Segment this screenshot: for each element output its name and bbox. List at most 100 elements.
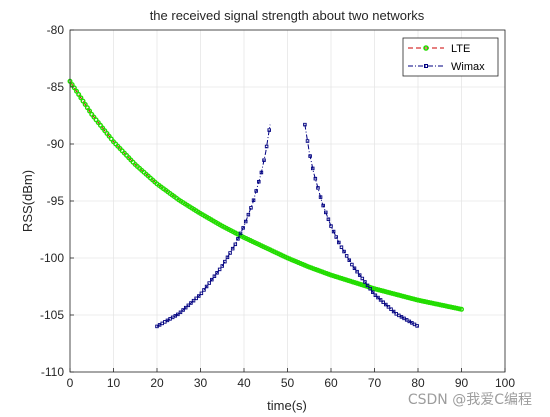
- series-point-wimax: [236, 237, 240, 241]
- series-point-wimax: [225, 255, 230, 260]
- series-point-lte: [456, 306, 462, 312]
- series-point-wimax: [355, 269, 359, 274]
- series-point-wimax: [310, 166, 315, 171]
- series-point-lte: [422, 299, 428, 305]
- x-tick-label: 0: [67, 376, 74, 390]
- series-point-wimax: [243, 219, 248, 224]
- series-point-lte: [78, 95, 84, 101]
- series-point-lte: [426, 299, 432, 305]
- series-point-wimax: [246, 212, 251, 217]
- series-point-wimax: [210, 277, 214, 282]
- x-tick-label: 70: [368, 376, 382, 390]
- series-point-wimax: [389, 307, 393, 311]
- x-tick-label: 20: [150, 376, 164, 390]
- series-point-wimax: [178, 310, 183, 315]
- series-point-wimax: [189, 301, 193, 305]
- series-point-wimax: [267, 128, 271, 132]
- series-point-lte: [71, 85, 77, 91]
- series-point-wimax: [378, 298, 383, 302]
- series-point-wimax: [262, 158, 266, 162]
- series-point-lte: [424, 299, 430, 305]
- series-point-wimax: [207, 281, 211, 285]
- series-point-wimax: [350, 262, 354, 267]
- series-point-lte: [76, 92, 82, 98]
- series-line-wimax: [304, 124, 419, 327]
- x-axis-ticks: 0 10 20 30 40 50 60 70 80 90 100: [67, 368, 515, 390]
- x-tick-label: 10: [107, 376, 121, 390]
- series-point-lte: [448, 304, 454, 310]
- series-point-wimax: [386, 305, 391, 309]
- series-point-wimax: [199, 291, 204, 296]
- y-tick-label: -90: [47, 137, 65, 151]
- series-point-wimax: [305, 139, 310, 143]
- series-point-wimax: [202, 288, 206, 292]
- series-point-wimax: [183, 305, 188, 310]
- series-point-wimax: [215, 271, 219, 275]
- series-point-wimax: [217, 267, 222, 272]
- series-point-wimax: [220, 264, 224, 268]
- y-tick-label: -95: [47, 194, 65, 208]
- series-point-wimax: [352, 266, 357, 271]
- series-point-wimax: [329, 224, 333, 228]
- legend-box: [402, 37, 499, 77]
- legend-marker-lte: [423, 45, 429, 51]
- series-point-lte: [430, 300, 436, 306]
- legend-label-wimax: Wimax: [451, 61, 485, 73]
- series-point-lte: [437, 302, 443, 308]
- series-point-wimax: [324, 210, 328, 215]
- series-point-wimax: [360, 276, 365, 281]
- series-point-wimax: [186, 303, 191, 308]
- series-point-wimax: [363, 280, 367, 284]
- series-point-lte: [445, 304, 451, 310]
- series-point-wimax: [391, 309, 396, 314]
- y-tick-label: -85: [47, 80, 65, 94]
- series-point-wimax: [321, 203, 325, 208]
- series-point-wimax: [197, 294, 201, 298]
- series-point-lte: [87, 108, 93, 114]
- chart-title: the received signal strength about two n…: [150, 8, 425, 23]
- series-point-lte: [82, 101, 88, 107]
- legend-marker-wimax: [424, 64, 428, 68]
- series-point-lte: [432, 301, 438, 307]
- series-point-wimax: [194, 296, 198, 301]
- legend: LTE Wimax: [402, 37, 499, 77]
- series-point-wimax: [204, 284, 209, 289]
- y-axis-label: RSS(dBm): [20, 170, 35, 232]
- x-tick-label: 90: [455, 376, 469, 390]
- series-point-wimax: [257, 179, 261, 184]
- series-point-wimax: [371, 290, 375, 294]
- series-point-wimax: [238, 231, 243, 236]
- series-point-wimax: [357, 273, 362, 277]
- series-point-wimax: [176, 312, 180, 317]
- series-point-lte: [417, 298, 423, 304]
- series-line-wimax: [156, 124, 271, 327]
- x-tick-label: 30: [194, 376, 208, 390]
- series-point-lte: [415, 297, 421, 303]
- series-point-lte: [84, 105, 90, 111]
- legend-label-lte: LTE: [451, 43, 470, 55]
- series-point-wimax: [223, 259, 227, 264]
- series-point-wimax: [337, 240, 341, 245]
- x-tick-label: 80: [411, 376, 425, 390]
- x-tick-label: 60: [324, 376, 338, 390]
- series-point-lte: [459, 306, 465, 312]
- y-tick-label: -80: [47, 23, 65, 37]
- series-point-wimax: [384, 302, 388, 307]
- series-point-wimax: [344, 254, 349, 258]
- y-tick-label: -110: [41, 365, 64, 379]
- series-point-lte: [441, 303, 447, 309]
- series-point-wimax: [381, 300, 385, 304]
- series-point-wimax: [376, 295, 380, 300]
- series-point-wimax: [191, 298, 196, 303]
- series-point-wimax: [373, 293, 378, 298]
- series-point-wimax: [259, 170, 264, 175]
- x-axis-label: time(s): [267, 398, 307, 413]
- series-point-wimax: [347, 258, 352, 262]
- series-point-wimax: [339, 245, 344, 249]
- series-point-lte: [435, 301, 441, 307]
- y-axis-ticks: -80 -85 -90 -95 -100 -105 -110: [40, 23, 74, 379]
- y-tick-label: -100: [40, 251, 64, 265]
- y-tick-label: -105: [40, 308, 64, 322]
- series-point-wimax: [264, 144, 269, 149]
- watermark: CSDN @我爱C编程: [407, 392, 532, 408]
